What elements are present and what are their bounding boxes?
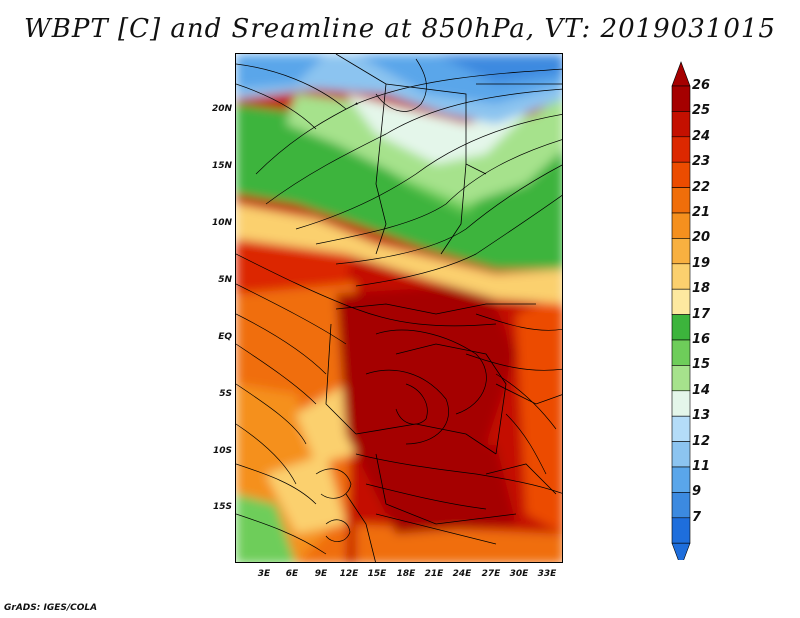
x-tick-label: 12E [339,569,359,579]
colorbar-label: 14 [692,382,711,398]
y-tick-label: 5S [219,389,232,399]
colorbar-label: 20 [692,230,711,246]
colorbar-boxes [671,61,691,560]
y-tick-label: 10N [211,218,232,228]
colorbar-label: 24 [692,128,711,144]
colorbar-label: 9 [692,484,702,500]
colorbar-box [671,288,691,315]
colorbar-label: 21 [692,205,711,220]
colorbar-box [671,314,691,341]
x-tick-label: 18E [396,569,416,579]
x-tick-label: 21E [424,569,444,579]
map-title: WBPT [C] and Sreamline at 850hPa, VT: 20… [24,14,776,44]
x-tick-label: 24E [452,569,472,579]
colorbar-label: 25 [692,103,711,119]
grads-credit: GrADS: IGES/COLA [4,603,98,613]
colorbar-box [671,212,691,239]
wbpt-map [236,54,562,562]
y-tick-label: 5N [218,275,232,285]
colorbar-bottom-arrow [671,542,691,560]
temperature-field [236,54,562,562]
colorbar-box [671,238,691,265]
colorbar-label: 16 [692,332,711,347]
colorbar-box [671,441,691,468]
x-tick-label: 27E [481,569,501,579]
colorbar-box [671,161,691,188]
colorbar-label: 15 [692,357,711,373]
colorbar-box [671,517,691,544]
colorbar-box [671,136,691,163]
x-tick-label: 6E [285,569,299,579]
y-tick-label: EQ [218,332,232,342]
colorbar-box [671,390,691,417]
y-tick-label: 15N [211,161,232,171]
colorbar-box [671,263,691,290]
colorbar-box [671,415,691,442]
colorbar-label: 23 [692,154,711,170]
colorbar-label: 11 [692,459,711,474]
colorbar-box [671,111,691,138]
colorbar-box [671,85,691,112]
colorbar [671,61,691,560]
x-tick-label: 30E [509,569,529,579]
colorbar-label: 13 [692,408,711,424]
y-tick-label: 20N [211,104,232,114]
x-tick-label: 9E [314,569,328,579]
streamlines [236,58,562,555]
colorbar-box [671,365,691,392]
colorbar-box [671,492,691,519]
country-boundaries [325,54,562,562]
colorbar-label: 18 [692,281,711,297]
colorbar-box [671,339,691,366]
y-tick-label: 15S [212,502,232,512]
colorbar-label: 12 [692,433,711,449]
colorbar-top-arrow [671,61,691,87]
colorbar-label: 26 [692,78,711,93]
colorbar-box [671,466,691,493]
colorbar-label: 17 [692,306,711,322]
x-tick-label: 33E [537,569,557,579]
map-panel [235,53,563,563]
colorbar-label: 7 [692,509,702,525]
x-tick-label: 15E [367,569,387,579]
colorbar-label: 19 [692,255,711,271]
x-tick-label: 3E [257,569,271,579]
colorbar-label: 22 [692,179,711,195]
y-tick-label: 10S [212,446,232,456]
colorbar-box [671,187,691,214]
